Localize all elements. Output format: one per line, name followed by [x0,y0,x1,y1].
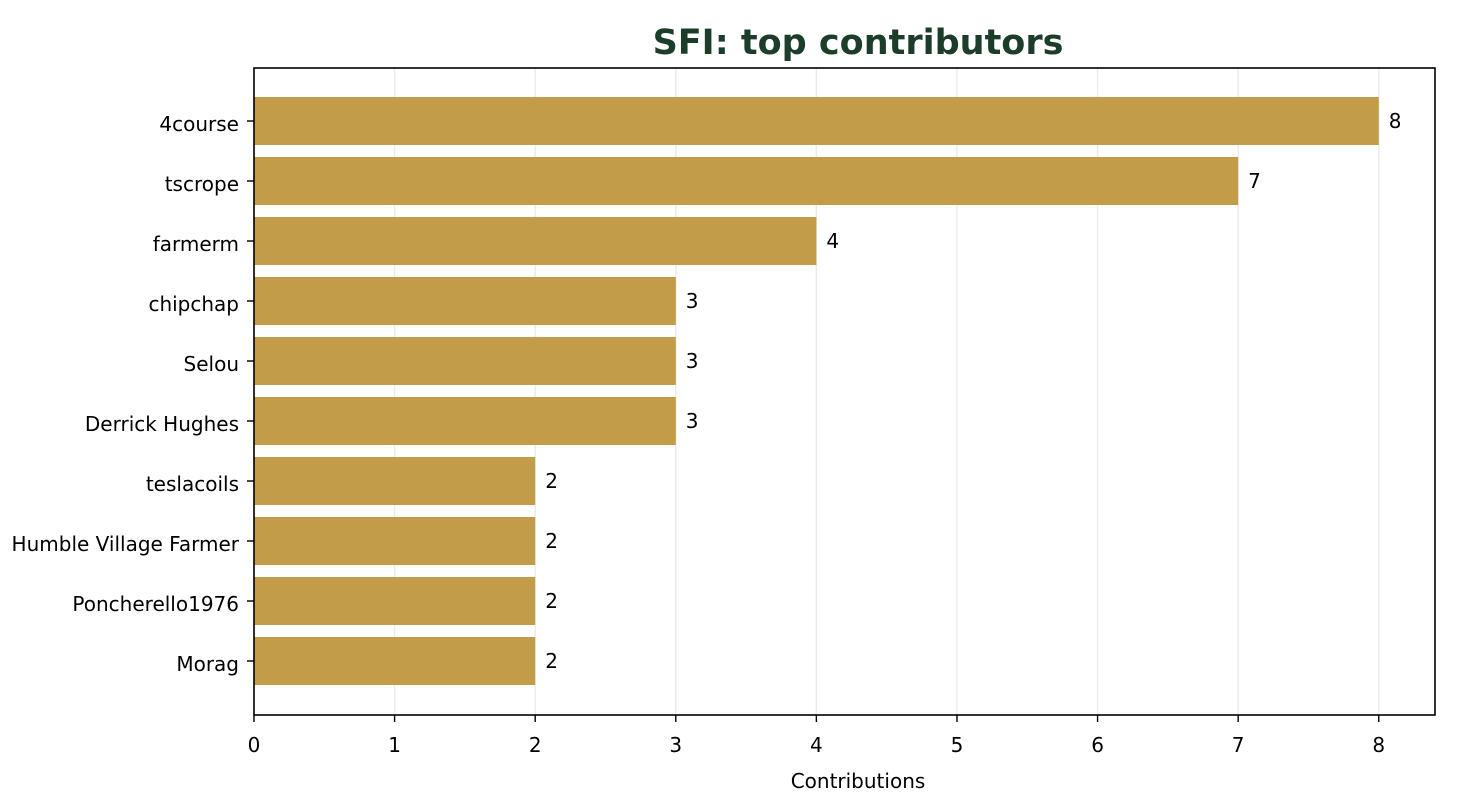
category-label: Morag [176,652,239,676]
value-label: 2 [545,469,558,493]
bar-selou [254,337,676,385]
bar-4course [254,97,1379,145]
category-label: Derrick Hughes [85,412,239,436]
category-label: Selou [184,352,239,376]
category-label: chipchap [148,292,239,316]
x-axis-ticks: 0 1 2 3 4 5 6 7 8 [248,715,1385,757]
plot-frame [253,67,1436,716]
bar-teslacoils [254,457,536,505]
value-labels: 8 7 4 3 3 3 2 2 2 2 [545,109,1401,673]
x-tick-label: 0 [248,733,261,757]
bars [254,97,1379,685]
category-label: Poncherello1976 [72,592,239,616]
value-label: 3 [686,349,699,373]
category-label: tscrope [165,172,239,196]
value-label: 4 [826,229,839,253]
x-tick-label: 7 [1232,733,1245,757]
bar-chipchap [254,277,676,325]
value-label: 7 [1248,169,1261,193]
chart-title: SFI: top contributors [653,23,1064,63]
value-label: 8 [1389,109,1402,133]
category-label: farmerm [153,232,239,256]
category-label: 4course [159,112,239,136]
x-tick-label: 4 [810,733,823,757]
value-label: 2 [545,649,558,673]
category-labels: 4course tscrope farmerm chipchap Selou Derric… [12,112,254,676]
x-tick-label: 3 [669,733,682,757]
bar-morag [254,637,536,685]
value-label: 2 [545,589,558,613]
x-tick-label: 5 [951,733,964,757]
value-label: 2 [545,529,558,553]
bar-poncherello1976 [254,577,536,625]
x-tick-label: 6 [1091,733,1104,757]
x-axis-label: Contributions [791,769,926,793]
x-tick-label: 2 [529,733,542,757]
category-label: teslacoils [146,472,239,496]
bar-farmerm [254,217,817,265]
value-label: 3 [686,289,699,313]
bar-humble-village-farmer [254,517,536,565]
x-tick-label: 8 [1372,733,1385,757]
x-tick-label: 1 [388,733,401,757]
bar-derrick-hughes [254,397,676,445]
bar-tscrope [254,157,1239,205]
value-label: 3 [686,409,699,433]
category-label: Humble Village Farmer [12,532,240,556]
